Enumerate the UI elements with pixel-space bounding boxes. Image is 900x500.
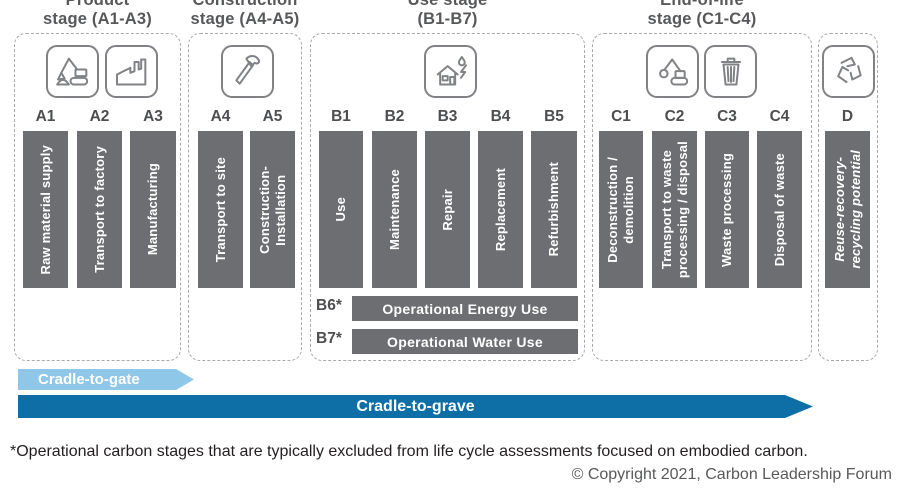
operational-water-label: Operational Water Use — [387, 333, 543, 350]
stage-code-c3: C3 — [717, 108, 737, 125]
header-product-line1: Product — [65, 0, 130, 9]
header-product-stage: Product stage (A1-A3) — [14, 0, 181, 29]
operational-carbon-footnote: *Operational carbon stages that are typi… — [10, 443, 808, 460]
operational-energy-label: Operational Energy Use — [382, 300, 548, 317]
stage-column-c2: C2 Transport to waste processing / dispo… — [652, 106, 697, 288]
recycle-icon — [822, 45, 875, 98]
cradle-to-grave-label: Cradle-to-grave — [356, 398, 475, 415]
stage-bar-c1: Deconstruction / demolition — [599, 131, 643, 288]
stage-code-c1: C1 — [611, 108, 631, 125]
stage-label-c4: Disposal of waste — [771, 152, 787, 267]
stage-code-b3: B3 — [437, 108, 458, 125]
stage-label-a3: Manufacturing — [145, 163, 160, 256]
stage-column-b1: B1 Use — [319, 106, 363, 288]
factory-icon — [105, 45, 158, 98]
hammer-icon — [221, 45, 274, 98]
stage-code-a1: A1 — [35, 108, 56, 125]
stage-column-c4: C4 Disposal of waste — [757, 106, 802, 288]
header-eol-line1: End-of-life — [660, 0, 744, 9]
stage-code-a3: A3 — [143, 108, 163, 125]
stage-label-a5: Construction- Installation — [256, 165, 288, 254]
stage-code-c4: C4 — [769, 108, 790, 125]
stage-column-a1: A1 Raw material supply — [23, 106, 68, 288]
copyright-text: © Copyright 2021, Carbon Leadership Foru… — [571, 466, 892, 483]
header-construction-line2: stage (A4-A5) — [190, 10, 300, 28]
stage-label-b1: Use — [333, 197, 348, 222]
stage-code-a4: A4 — [210, 108, 231, 125]
excavator-icon — [46, 45, 99, 98]
group-box-construction — [188, 33, 302, 361]
cradle-to-grave-arrow: Cradle-to-grave — [18, 395, 813, 418]
group-box-product — [14, 33, 181, 361]
stage-code-c2: C2 — [664, 108, 685, 125]
stage-code-b4: B4 — [490, 108, 511, 125]
stage-column-c1: C1 Deconstruction / demolition — [599, 106, 643, 288]
stage-bar-a4: Transport to site — [198, 131, 243, 288]
stage-code-b6: B6* — [316, 297, 342, 314]
stage-column-c3: C3 Waste processing — [705, 106, 749, 288]
stage-column-d: D Reuse-recovery- recycling potential — [825, 106, 870, 288]
stage-bar-b5: Refurbishment — [531, 131, 577, 288]
stage-bar-a3: Manufacturing — [130, 131, 176, 288]
header-use-stage: Use stage (B1-B7) — [310, 0, 585, 29]
group-box-use — [310, 33, 585, 361]
stage-bar-c4: Disposal of waste — [757, 131, 802, 288]
stage-column-b3: B3 Repair — [425, 106, 470, 288]
header-use-line2: (B1-B7) — [417, 10, 478, 28]
group-box-eol — [592, 33, 812, 361]
stage-bar-b1: Use — [319, 131, 363, 288]
stage-label-b4: Replacement — [492, 167, 508, 252]
stage-bar-b3: Repair — [425, 131, 470, 288]
demolition-excavator-icon — [646, 45, 699, 98]
stage-code-b7: B7* — [316, 330, 342, 347]
stage-bar-a1: Raw material supply — [23, 131, 68, 288]
stage-label-a1: Raw material supply — [37, 144, 53, 275]
header-construction-line1: Construction — [192, 0, 298, 9]
stage-label-a4: Transport to site — [212, 156, 228, 263]
stage-code-b2: B2 — [384, 108, 405, 125]
header-construction-stage: Construction stage (A4-A5) — [188, 0, 302, 29]
stage-column-a3: A3 Manufacturing — [130, 106, 176, 288]
stage-bar-d: Reuse-recovery- recycling potential — [825, 131, 870, 288]
stage-code-a2: A2 — [89, 108, 110, 125]
stage-code-b5: B5 — [544, 108, 564, 125]
stage-label-b3: Repair — [439, 188, 455, 231]
stage-label-c1: Deconstruction / demolition — [605, 156, 636, 263]
stage-column-b2: B2 Maintenance — [372, 106, 417, 288]
cradle-to-gate-label: Cradle-to-gate — [38, 371, 140, 388]
operational-energy-bar: Operational Energy Use — [352, 296, 578, 321]
stage-bar-b2: Maintenance — [372, 131, 417, 288]
header-use-line1: Use stage — [407, 0, 488, 9]
trash-can-icon — [704, 45, 757, 98]
stage-bar-a2: Transport to factory — [77, 131, 122, 288]
stage-code-b1: B1 — [331, 108, 351, 125]
stage-label-d: Reuse-recovery- recycling potential — [831, 150, 863, 269]
stage-column-a4: A4 Transport to site — [198, 106, 243, 288]
operational-water-bar: Operational Water Use — [352, 329, 578, 354]
stage-bar-c2: Transport to waste processing / disposal — [652, 131, 697, 288]
stage-column-b5: B5 Refurbishment — [531, 106, 577, 288]
stage-bar-a5: Construction- Installation — [250, 131, 295, 288]
stage-column-a5: A5 Construction- Installation — [250, 106, 295, 288]
house-energy-icon — [424, 45, 477, 98]
stage-bar-c3: Waste processing — [705, 131, 749, 288]
stage-label-c3: Waste processing — [719, 152, 734, 267]
stage-code-a5: A5 — [262, 108, 283, 125]
stage-column-a2: A2 Transport to factory — [77, 106, 122, 288]
stage-label-a2: Transport to factory — [91, 146, 107, 273]
header-eol-stage: End-of-life stage (C1-C4) — [592, 0, 812, 29]
stage-label-b5: Refurbishment — [546, 162, 561, 257]
header-product-line2: stage (A1-A3) — [43, 10, 152, 28]
cradle-to-gate-arrow: Cradle-to-gate — [18, 369, 194, 390]
stage-bar-b4: Replacement — [478, 131, 523, 288]
stage-label-b2: Maintenance — [386, 169, 402, 250]
stage-column-b4: B4 Replacement — [478, 106, 523, 288]
header-eol-line2: stage (C1-C4) — [647, 10, 757, 28]
group-box-d — [818, 33, 878, 361]
stage-code-d: D — [841, 108, 854, 125]
stage-label-c2: Transport to waste processing / disposal — [658, 140, 690, 279]
